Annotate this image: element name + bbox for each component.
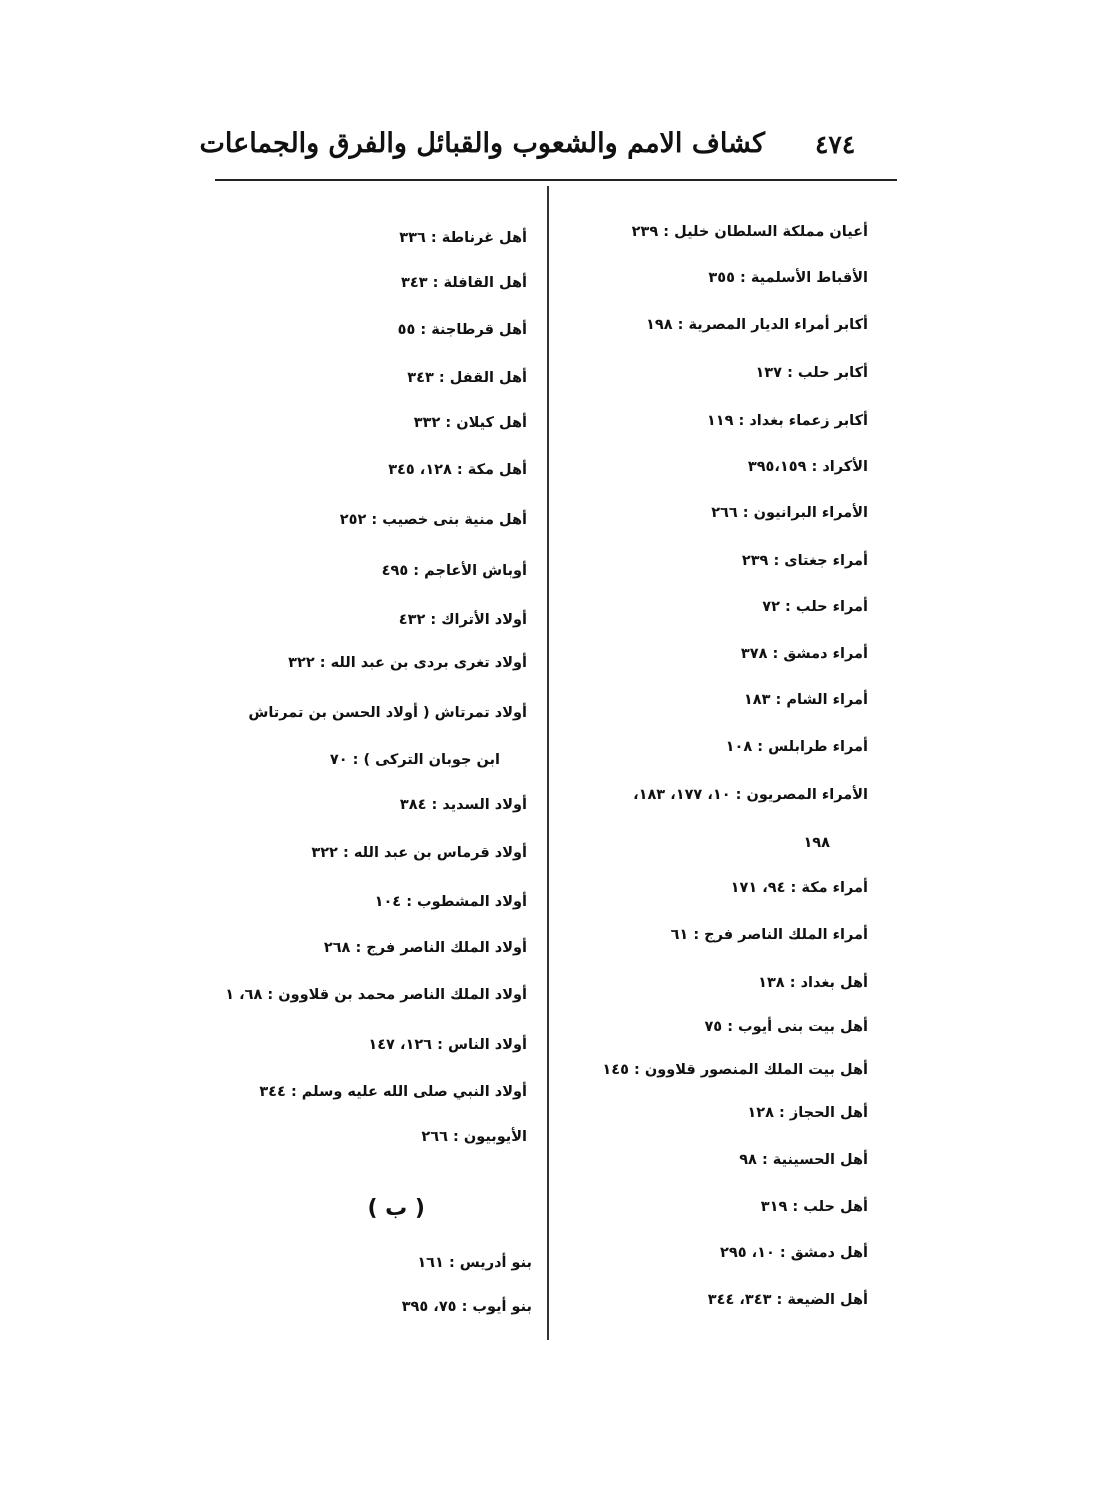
index-entry: أمراء جغتاى : ٢٣٩ [741,553,868,569]
index-entry: أولاد النبي صلى الله عليه وسلم : ٣٤٤ [259,1084,527,1100]
section-letter: ( ب ) [367,1196,425,1221]
index-entry: أهل حلب : ٣١٩ [760,1199,868,1215]
index-entry: أولاد الملك الناصر فرج : ٢٦٨ [323,940,527,956]
index-entry: بنو أدريس : ١٦١ [417,1255,532,1271]
index-entry: أهل الحجاز : ١٢٨ [747,1105,868,1121]
index-entry: أولاد تغرى بردى بن عبد الله : ٣٢٢ [288,655,527,671]
index-entry: أولاد الأتراك : ٤٣٢ [398,612,527,628]
index-entry: الأمراء البرانيون : ٢٦٦ [711,505,868,521]
index-entry: أكابر أمراء الديار المصرية : ١٩٨ [646,317,868,333]
index-entry: أهل قرطاجنة : ٥٥ [397,322,527,338]
index-entry: أهل منية بنى خصيب : ٢٥٢ [339,512,527,528]
header-rule [215,179,897,181]
index-entry: بنو أيوب : ٧٥، ٣٩٥ [401,1299,532,1315]
index-entry: أولاد السديد : ٣٨٤ [399,797,527,813]
index-entry: أهل الضيعة : ٣٤٣، ٣٤٤ [707,1292,868,1308]
index-entry: أهل غرناطة : ٣٣٦ [399,230,527,246]
index-entry: أهل بيت الملك المنصور قلاوون : ١٤٥ [602,1062,868,1078]
index-entry: أهل مكة : ١٢٨، ٣٤٥ [388,462,527,478]
index-entry: أمراء طرابلس : ١٠٨ [725,739,868,755]
index-entry: الأقباط الأسلمية : ٣٥٥ [708,270,868,286]
index-entry: أكابر زعماء بغداد : ١١٩ [706,413,868,429]
index-entry: ١٩٨ [803,835,830,851]
index-entry: أمراء الملك الناصر فرج : ٦١ [670,927,868,943]
index-entry: أولاد الملك الناصر محمد بن قلاوون : ٦٨، … [225,987,527,1003]
index-entry: الأمراء المصريون : ١٠، ١٧٧، ١٨٣، [633,787,868,803]
index-entry: أهل بغداد : ١٣٨ [758,975,868,991]
index-entry: أكابر حلب : ١٣٧ [755,365,868,381]
index-entry: أهل بيت بنى أيوب : ٧٥ [704,1019,868,1035]
index-entry: أولاد الناس : ١٢٦، ١٤٧ [368,1037,527,1053]
index-entry: أهل دمشق : ١٠، ٢٩٥ [720,1245,868,1261]
index-entry: أهل القافلة : ٣٤٣ [401,275,527,291]
index-entry: الأكراد : ٣٩٥،١٥٩ [747,459,868,475]
running-title: كشاف الامم والشعوب والقبائل والفرق والجم… [199,128,765,159]
index-entry: أوباش الأعاجم : ٤٩٥ [381,563,527,579]
index-entry: أمراء مكة : ٩٤، ١٧١ [730,880,868,896]
index-entry: أمراء حلب : ٧٢ [762,599,868,615]
index-entry: أولاد قرماس بن عبد الله : ٣٢٢ [311,845,527,861]
index-entry: أهل القفل : ٣٤٣ [407,370,527,386]
index-entry: أهل الحسينية : ٩٨ [739,1152,868,1168]
index-entry: أمراء دمشق : ٣٧٨ [740,646,868,662]
column-divider [547,186,549,1340]
index-entry: ابن جوبان التركى ) : ٧٠ [329,752,500,768]
index-entry: أولاد تمرتاش ( أولاد الحسن بن تمرتاش [248,705,527,721]
index-entry: الأيوبيون : ٢٦٦ [421,1129,527,1145]
page-number: ٤٧٤ [815,130,856,159]
index-entry: أمراء الشام : ١٨٣ [743,692,868,708]
index-entry: أعيان مملكة السلطان خليل : ٢٣٩ [631,224,868,240]
index-entry: أولاد المشطوب : ١٠٤ [374,894,527,910]
index-entry: أهل كيلان : ٣٣٢ [413,415,527,431]
